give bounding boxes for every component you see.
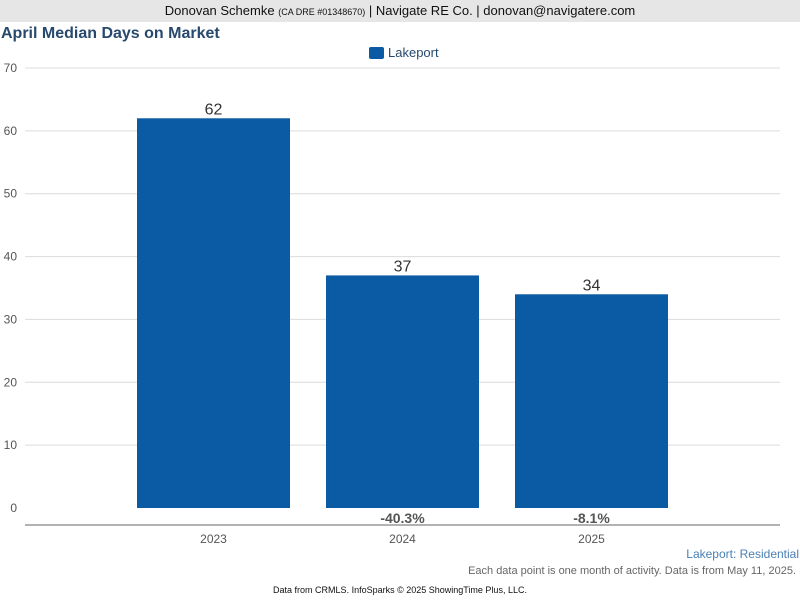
bar-2023 — [137, 118, 290, 509]
y-tick-label: 10 — [4, 438, 18, 452]
legend-label: Lakeport — [388, 45, 439, 60]
x-tick-label: 2023 — [200, 532, 227, 546]
y-tick-label: 70 — [4, 61, 18, 75]
agent-name: Donovan Schemke — [164, 3, 275, 18]
legend-swatch — [369, 46, 384, 59]
change-label: -8.1% — [573, 510, 610, 526]
data-label: 34 — [583, 277, 601, 294]
data-note: Each data point is one month of activity… — [468, 565, 796, 577]
agent-license: (CA DRE #01348670) — [278, 7, 366, 17]
area-label: Lakeport: Residential — [686, 547, 799, 561]
y-tick-label: 0 — [10, 501, 17, 515]
chart-legend[interactable]: Lakeport — [369, 45, 439, 60]
y-tick-label: 40 — [4, 250, 18, 264]
x-tick-label: 2025 — [578, 532, 605, 546]
y-tick-label: 20 — [4, 375, 18, 389]
data-source: Data from CRMLS. InfoSparks © 2025 Showi… — [273, 585, 527, 595]
bar-2025 — [515, 294, 668, 508]
data-label: 37 — [394, 258, 412, 275]
agent-header: Donovan Schemke (CA DRE #01348670) | Nav… — [0, 0, 800, 22]
chart-title: April Median Days on Market — [1, 25, 220, 42]
y-tick-label: 50 — [4, 187, 18, 201]
change-label: -40.3% — [380, 510, 425, 526]
x-tick-label: 2024 — [389, 532, 416, 546]
y-tick-label: 30 — [4, 312, 18, 326]
bar-chart: 0 10 20 30 40 50 60 70 62 2023 37 2024 -40.3% 34 2025 -… — [4, 61, 780, 546]
y-tick-label: 60 — [4, 124, 18, 138]
bar-2024 — [326, 275, 479, 508]
data-label: 62 — [205, 101, 223, 118]
agent-contact: | Navigate RE Co. | donovan@navigatere.c… — [368, 3, 636, 18]
